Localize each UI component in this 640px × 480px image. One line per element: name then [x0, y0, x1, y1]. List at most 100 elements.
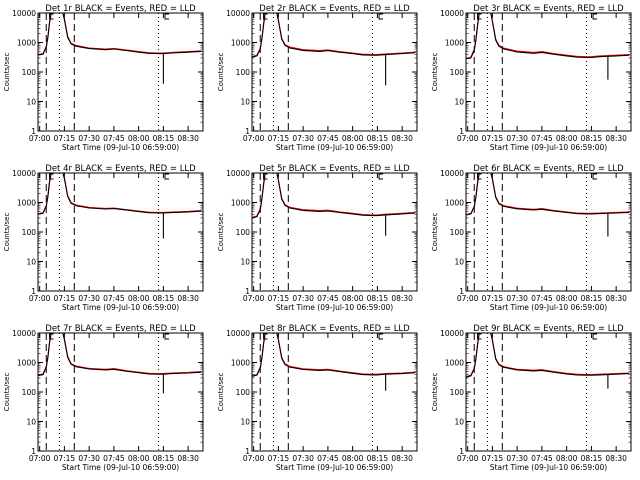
panel-title: Det 6r BLACK = Events, RED = LLD: [473, 164, 624, 174]
x-tick-label: 07:15: [54, 294, 76, 303]
y-tick-label: 100: [236, 68, 251, 77]
x-tick-label: 07:00: [29, 134, 51, 143]
y-tick-label: 100: [236, 228, 251, 237]
series-line-lld: [38, 333, 202, 376]
y-axis-label: Counts/sec: [431, 373, 439, 412]
x-tick-label: 07:15: [268, 294, 290, 303]
series-line-lld: [38, 173, 202, 215]
plot-frame: [251, 332, 418, 452]
x-tick-label: 07:30: [292, 294, 314, 303]
x-tick-label: 08:15: [153, 134, 175, 143]
x-tick-label: 07:30: [78, 454, 100, 463]
x-tick-label: 07:00: [243, 294, 265, 303]
x-tick-label: 07:45: [103, 134, 125, 143]
x-axis-start-time: Start Time (09-Jul-10 06:59:00): [276, 143, 393, 152]
x-tick-label: 07:45: [317, 134, 339, 143]
x-axis-start-time: Start Time (09-Jul-10 06:59:00): [62, 303, 179, 312]
y-tick-label: 100: [22, 228, 37, 237]
x-tick-label: 08:30: [177, 294, 199, 303]
y-tick-label: 10: [240, 98, 250, 107]
panel-title: Det 5r BLACK = Events, RED = LLD: [259, 164, 410, 174]
y-axis-label: Counts/sec: [217, 53, 225, 92]
series-line-lld: [252, 333, 416, 377]
y-axis-label: Counts/sec: [431, 53, 439, 92]
x-tick-label: 07:30: [506, 294, 528, 303]
y-axis-label: Counts/sec: [217, 373, 225, 412]
plot-frame: [37, 172, 204, 292]
panel-title: Det 8r BLACK = Events, RED = LLD: [259, 324, 410, 334]
series-group: [466, 173, 630, 237]
x-tick-label: 08:00: [342, 294, 364, 303]
y-tick-label: 10000: [226, 329, 250, 338]
series-line-events: [38, 13, 202, 56]
x-tick-label: 08:00: [128, 294, 150, 303]
x-tick-label: 07:30: [292, 134, 314, 143]
y-tick-label: 100: [22, 388, 37, 397]
series-line-lld: [252, 13, 416, 58]
panel-title: Det 3r BLACK = Events, RED = LLD: [473, 4, 624, 14]
y-tick-label: 1: [31, 447, 36, 456]
detector-panel-2: Det 2r BLACK = Events, RED = LLD Counts/s…: [217, 4, 418, 152]
x-tick-label: 07:00: [457, 294, 479, 303]
x-tick-label: 08:30: [177, 454, 199, 463]
detector-panel-3: Det 3r BLACK = Events, RED = LLD Counts/s…: [431, 4, 632, 152]
x-tick-label: 08:00: [128, 454, 150, 463]
series-group: [252, 173, 416, 236]
series-group: [252, 333, 416, 391]
x-tick-label: 08:15: [153, 294, 175, 303]
y-tick-label: 1000: [231, 199, 250, 208]
bracket-marker: [378, 173, 384, 180]
x-tick-label: 08:30: [391, 134, 413, 143]
x-tick-label: 07:00: [457, 134, 479, 143]
y-tick-label: 1000: [445, 199, 464, 208]
series-line-events: [466, 173, 630, 216]
y-tick-label: 10: [454, 418, 464, 427]
x-tick-label: 08:15: [153, 454, 175, 463]
x-tick-label: 07:45: [531, 294, 553, 303]
y-tick-label: 1000: [445, 39, 464, 48]
series-group: [252, 13, 416, 86]
x-tick-label: 08:00: [556, 454, 578, 463]
series-line-events: [252, 173, 416, 219]
x-tick-label: 08:30: [605, 454, 627, 463]
y-tick-label: 10000: [12, 9, 36, 18]
x-tick-label: 08:00: [556, 134, 578, 143]
y-tick-label: 1: [459, 287, 464, 296]
x-tick-label: 07:00: [243, 134, 265, 143]
detector-panel-1: Det 1r BLACK = Events, RED = LLD Counts/s…: [3, 4, 204, 152]
detector-panel-8: Det 8r BLACK = Events, RED = LLD Counts/s…: [217, 324, 418, 472]
x-tick-label: 07:45: [103, 294, 125, 303]
series-line-lld: [38, 13, 202, 56]
plot-frame: [465, 12, 632, 132]
y-tick-label: 1000: [17, 359, 36, 368]
panel-title: Det 7r BLACK = Events, RED = LLD: [45, 324, 196, 334]
y-tick-label: 10: [240, 258, 250, 267]
bracket-marker: [164, 173, 170, 180]
x-tick-label: 07:00: [29, 294, 51, 303]
y-tick-label: 1: [31, 287, 36, 296]
bracket-marker: [592, 333, 598, 340]
x-tick-label: 07:00: [457, 454, 479, 463]
y-tick-label: 1: [459, 447, 464, 456]
detector-panel-9: Det 9r BLACK = Events, RED = LLD Counts/s…: [431, 324, 632, 472]
y-axis-label: Counts/sec: [3, 213, 11, 252]
y-tick-label: 1000: [17, 39, 36, 48]
y-tick-label: 10000: [12, 329, 36, 338]
x-tick-label: 07:15: [54, 134, 76, 143]
y-tick-label: 10000: [440, 329, 464, 338]
plot-frame: [37, 12, 204, 132]
bracket-marker: [592, 173, 598, 180]
y-tick-label: 1: [245, 287, 250, 296]
series-line-lld: [252, 173, 416, 219]
detector-panel-7: Det 7r BLACK = Events, RED = LLD Counts/s…: [3, 324, 204, 472]
x-tick-label: 08:15: [581, 134, 603, 143]
y-tick-label: 10: [240, 418, 250, 427]
x-tick-label: 08:00: [342, 134, 364, 143]
x-axis-start-time: Start Time (09-Jul-10 06:59:00): [490, 143, 607, 152]
x-tick-label: 08:15: [367, 134, 389, 143]
y-tick-label: 100: [450, 68, 465, 77]
bracket-marker: [378, 13, 384, 20]
x-tick-label: 08:15: [581, 454, 603, 463]
x-tick-label: 07:15: [482, 454, 504, 463]
